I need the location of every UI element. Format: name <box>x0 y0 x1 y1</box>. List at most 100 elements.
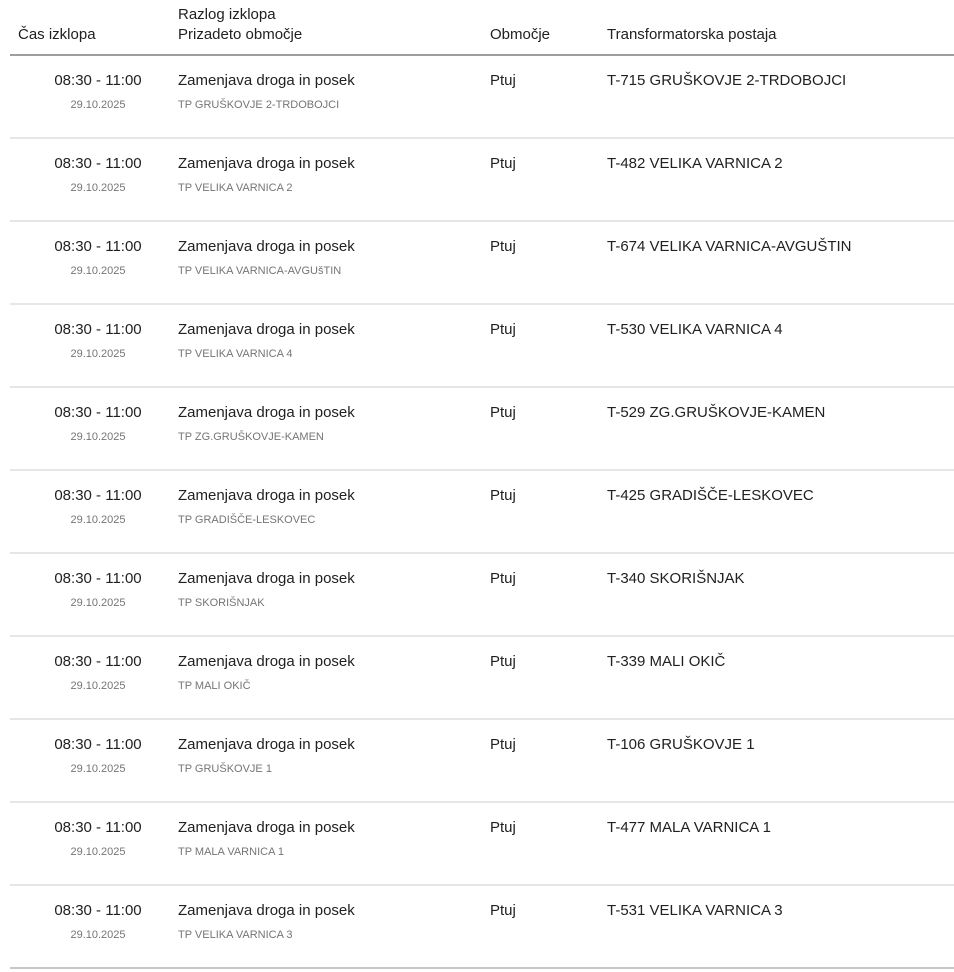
region: Ptuj <box>490 902 516 919</box>
outage-date: 29.10.2025 <box>70 99 126 111</box>
region-cell: Ptuj <box>490 820 607 884</box>
outage-time: 08:30 - 11:00 <box>54 404 142 421</box>
outage-time: 08:30 - 11:00 <box>54 72 142 89</box>
row-divider <box>10 884 954 886</box>
station-cell: T-425 GRADIŠČE-LESKOVEC <box>607 488 954 552</box>
transformer-station: T-529 ZG.GRUŠKOVJE-KAMEN <box>607 404 826 421</box>
outage-time: 08:30 - 11:00 <box>54 321 142 338</box>
transformer-station: T-530 VELIKA VARNICA 4 <box>607 321 783 338</box>
reason-cell: Zamenjava droga in posek TP VELIKA VARNI… <box>178 156 490 220</box>
time-cell: 08:30 - 11:00 29.10.2025 <box>0 73 178 137</box>
row-divider <box>10 220 954 222</box>
table-row: 08:30 - 11:00 29.10.2025 Zamenjava droga… <box>0 637 954 718</box>
outage-time: 08:30 - 11:00 <box>54 570 142 587</box>
outage-reason: Zamenjava droga in posek <box>178 902 355 919</box>
time-cell: 08:30 - 11:00 29.10.2025 <box>0 322 178 386</box>
outage-reason: Zamenjava droga in posek <box>178 736 355 753</box>
affected-area-tp: TP GRADIŠČE-LESKOVEC <box>178 514 316 526</box>
affected-area-tp: TP MALA VARNICA 1 <box>178 846 284 858</box>
col-header-station: Transformatorska postaja <box>607 26 777 43</box>
row-divider <box>10 386 954 388</box>
table-row: 08:30 - 11:00 29.10.2025 Zamenjava droga… <box>0 803 954 884</box>
station-cell: T-482 VELIKA VARNICA 2 <box>607 156 954 220</box>
time-cell: 08:30 - 11:00 29.10.2025 <box>0 654 178 718</box>
region: Ptuj <box>490 487 516 504</box>
row-divider <box>10 967 954 969</box>
station-cell: T-530 VELIKA VARNICA 4 <box>607 322 954 386</box>
outage-date: 29.10.2025 <box>70 846 126 858</box>
station-cell: T-477 MALA VARNICA 1 <box>607 820 954 884</box>
time-cell: 08:30 - 11:00 29.10.2025 <box>0 488 178 552</box>
table-row: 08:30 - 11:00 29.10.2025 Zamenjava droga… <box>0 222 954 303</box>
outage-date: 29.10.2025 <box>70 431 126 443</box>
outage-date: 29.10.2025 <box>70 680 126 692</box>
time-cell: 08:30 - 11:00 29.10.2025 <box>0 903 178 967</box>
region-cell: Ptuj <box>490 322 607 386</box>
time-cell: 08:30 - 11:00 29.10.2025 <box>0 405 178 469</box>
row-divider <box>10 137 954 139</box>
transformer-station: T-425 GRADIŠČE-LESKOVEC <box>607 487 814 504</box>
transformer-station: T-340 SKORIŠNJAK <box>607 570 745 587</box>
region-cell: Ptuj <box>490 405 607 469</box>
outage-time: 08:30 - 11:00 <box>54 736 142 753</box>
outage-time: 08:30 - 11:00 <box>54 238 142 255</box>
table-body: 08:30 - 11:00 29.10.2025 Zamenjava droga… <box>0 56 954 969</box>
outage-reason: Zamenjava droga in posek <box>178 155 355 172</box>
affected-area-tp: TP MALI OKIČ <box>178 680 251 692</box>
region-cell: Ptuj <box>490 488 607 552</box>
reason-cell: Zamenjava droga in posek TP MALI OKIČ <box>178 654 490 718</box>
outage-reason: Zamenjava droga in posek <box>178 819 355 836</box>
row-divider <box>10 469 954 471</box>
region: Ptuj <box>490 819 516 836</box>
affected-area-tp: TP GRUŠKOVJE 1 <box>178 763 272 775</box>
transformer-station: T-482 VELIKA VARNICA 2 <box>607 155 783 172</box>
outage-reason: Zamenjava droga in posek <box>178 653 355 670</box>
affected-area-tp: TP VELIKA VARNICA 4 <box>178 348 293 360</box>
outage-date: 29.10.2025 <box>70 597 126 609</box>
col-header-reason: Razlog izklopa Prizadeto območje <box>178 5 490 45</box>
reason-cell: Zamenjava droga in posek TP GRADIŠČE-LES… <box>178 488 490 552</box>
region: Ptuj <box>490 570 516 587</box>
time-cell: 08:30 - 11:00 29.10.2025 <box>0 156 178 220</box>
region-cell: Ptuj <box>490 737 607 801</box>
transformer-station: T-477 MALA VARNICA 1 <box>607 819 771 836</box>
outage-time: 08:30 - 11:00 <box>54 155 142 172</box>
col-header-reason-line2: Prizadeto območje <box>178 26 303 43</box>
outage-reason: Zamenjava droga in posek <box>178 321 355 338</box>
time-cell: 08:30 - 11:00 29.10.2025 <box>0 239 178 303</box>
row-divider <box>10 801 954 803</box>
affected-area-tp: TP VELIKA VARNICA 2 <box>178 182 293 194</box>
reason-cell: Zamenjava droga in posek TP MALA VARNICA… <box>178 820 490 884</box>
region-cell: Ptuj <box>490 156 607 220</box>
transformer-station: T-715 GRUŠKOVJE 2-TRDOBOJCI <box>607 72 847 89</box>
outage-reason: Zamenjava droga in posek <box>178 72 355 89</box>
col-header-area: Območje <box>490 26 551 43</box>
station-cell: T-529 ZG.GRUŠKOVJE-KAMEN <box>607 405 954 469</box>
affected-area-tp: TP VELIKA VARNICA 3 <box>178 929 293 941</box>
affected-area-tp: TP ZG.GRUŠKOVJE-KAMEN <box>178 431 324 443</box>
region: Ptuj <box>490 404 516 421</box>
table-row: 08:30 - 11:00 29.10.2025 Zamenjava droga… <box>0 56 954 137</box>
reason-cell: Zamenjava droga in posek TP SKORIŠNJAK <box>178 571 490 635</box>
table-header: Čas izklopa Razlog izklopa Prizadeto obm… <box>0 0 954 54</box>
table-row: 08:30 - 11:00 29.10.2025 Zamenjava droga… <box>0 388 954 469</box>
affected-area-tp: TP GRUŠKOVJE 2-TRDOBOJCI <box>178 99 340 111</box>
outage-reason: Zamenjava droga in posek <box>178 570 355 587</box>
outage-reason: Zamenjava droga in posek <box>178 238 355 255</box>
region: Ptuj <box>490 155 516 172</box>
reason-cell: Zamenjava droga in posek TP GRUŠKOVJE 1 <box>178 737 490 801</box>
time-cell: 08:30 - 11:00 29.10.2025 <box>0 820 178 884</box>
row-divider <box>10 303 954 305</box>
region-cell: Ptuj <box>490 571 607 635</box>
region-cell: Ptuj <box>490 903 607 967</box>
outage-time: 08:30 - 11:00 <box>54 487 142 504</box>
table-row: 08:30 - 11:00 29.10.2025 Zamenjava droga… <box>0 471 954 552</box>
outage-date: 29.10.2025 <box>70 182 126 194</box>
reason-cell: Zamenjava droga in posek TP VELIKA VARNI… <box>178 903 490 967</box>
outage-date: 29.10.2025 <box>70 514 126 526</box>
outage-date: 29.10.2025 <box>70 265 126 277</box>
outage-date: 29.10.2025 <box>70 929 126 941</box>
outage-date: 29.10.2025 <box>70 763 126 775</box>
outage-time: 08:30 - 11:00 <box>54 819 142 836</box>
